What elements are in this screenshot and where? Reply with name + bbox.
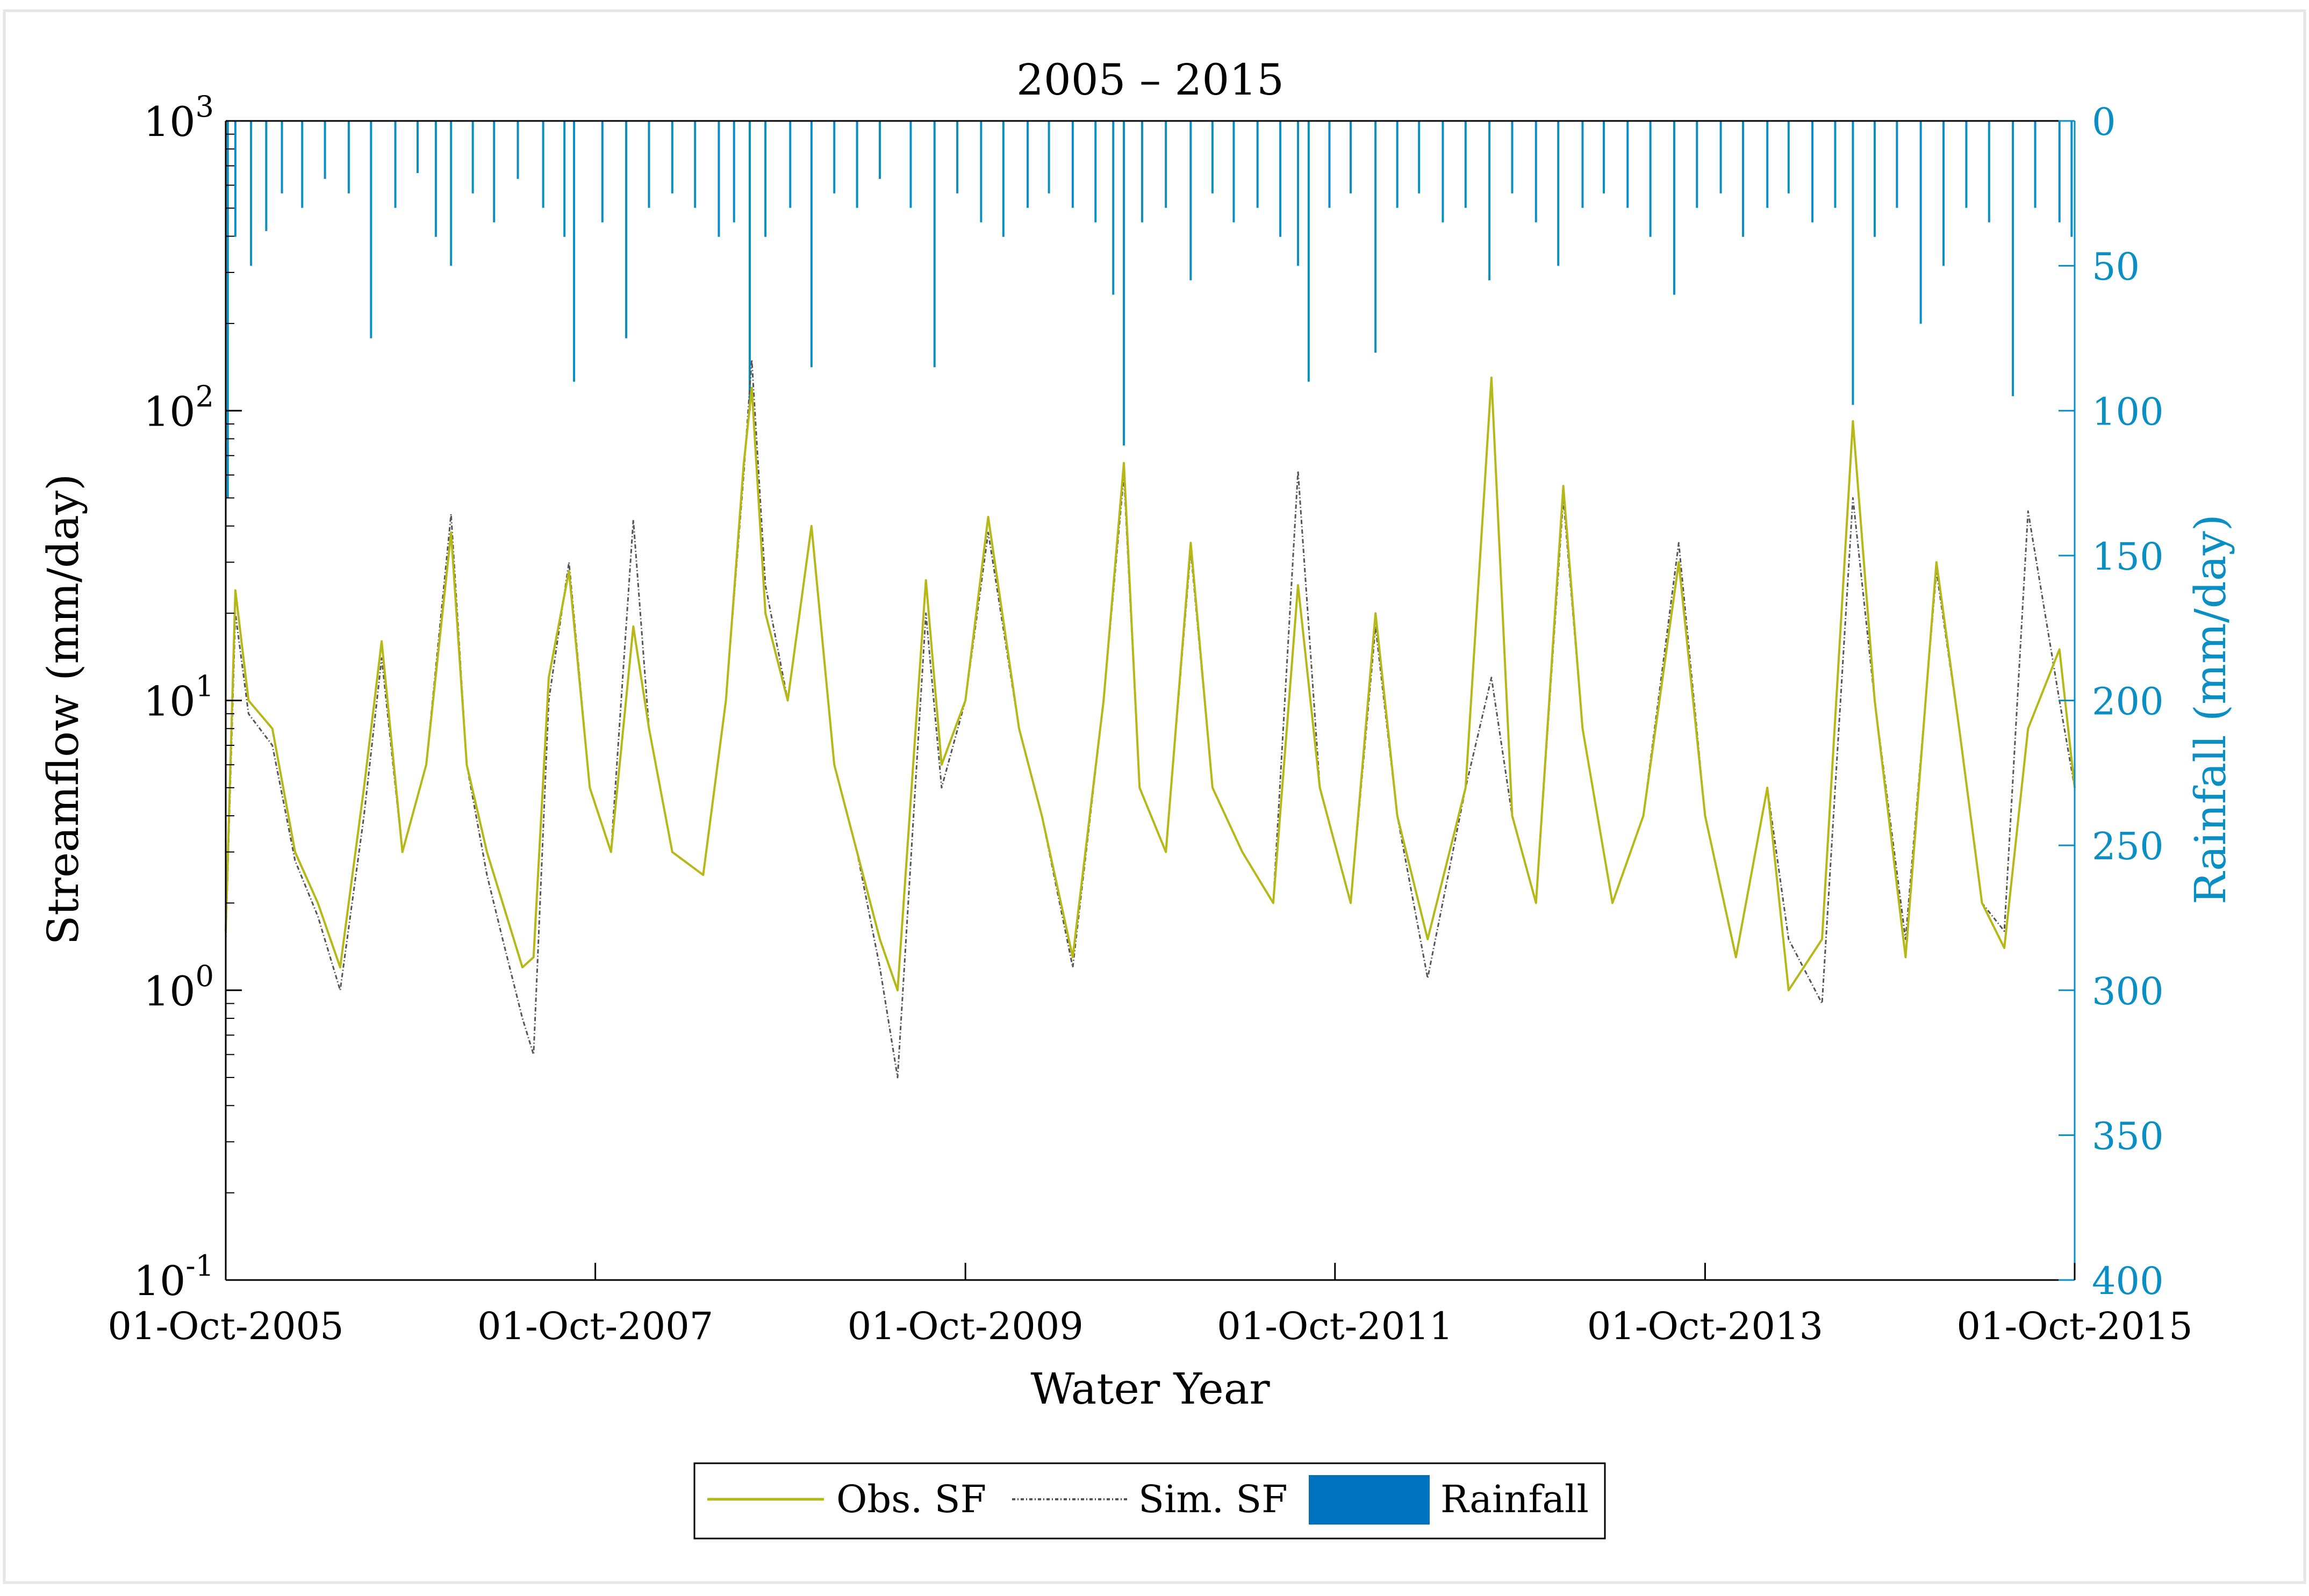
figure-frame — [3, 9, 2306, 1584]
x-tick-label: 01-Oct-2005 — [107, 1304, 343, 1348]
y-left-tick-label: 10-1 — [134, 1249, 214, 1305]
y-right-tick-label: 150 — [2092, 535, 2164, 579]
y-right-tick-label: 350 — [2092, 1114, 2164, 1158]
plot-background — [226, 121, 2075, 1280]
legend-box — [693, 1462, 1606, 1540]
x-tick-label: 01-Oct-2007 — [477, 1304, 713, 1348]
y-axis-label-left: Streamflow (mm/day) — [38, 474, 88, 945]
y-left-tick-label: 101 — [144, 670, 214, 725]
chart-title: 2005 – 2015 — [1016, 55, 1284, 105]
obs-sf-series — [225, 376, 2076, 991]
legend-label-rainfall: Rainfall — [1440, 1477, 1589, 1521]
y-left-tick-label: 102 — [144, 379, 214, 435]
x-tick-label: 01-Oct-2013 — [1587, 1304, 1823, 1348]
series-line — [225, 376, 2076, 991]
x-tick-label: 01-Oct-2011 — [1217, 1304, 1453, 1348]
x-tick-label: 01-Oct-2009 — [848, 1304, 1084, 1348]
y-right-tick-label: 200 — [2092, 680, 2164, 724]
legend-label-obs: Obs. SF — [836, 1477, 986, 1521]
y-right-tick-label: 0 — [2092, 100, 2116, 144]
y-right-tick-label: 250 — [2092, 824, 2164, 868]
plot-area — [226, 121, 2075, 1280]
y-right-tick-label: 50 — [2092, 245, 2140, 289]
y-right-tick-label: 400 — [2092, 1259, 2164, 1303]
y-axis-label-right: Rainfall (mm/day) — [2185, 514, 2235, 904]
axes: 10-1 100 101 102 103 0 50 100 150 200 250 300 350 400… — [107, 90, 2192, 1348]
x-tick-label: 01-Oct-2015 — [1956, 1304, 2192, 1348]
legend: Obs. SF Sim. SF Rainfall — [693, 1462, 1606, 1540]
x-axis-label: Water Year — [1030, 1364, 1270, 1414]
y-left-tick-label: 100 — [144, 959, 214, 1015]
y-left-tick-label: 103 — [144, 90, 214, 146]
legend-label-sim: Sim. SF — [1138, 1477, 1288, 1521]
legend-swatch-rainfall — [1309, 1475, 1430, 1525]
y-right-tick-label: 100 — [2092, 390, 2164, 434]
rainfall-bars — [226, 121, 2073, 498]
y-right-tick-label: 300 — [2092, 969, 2164, 1013]
